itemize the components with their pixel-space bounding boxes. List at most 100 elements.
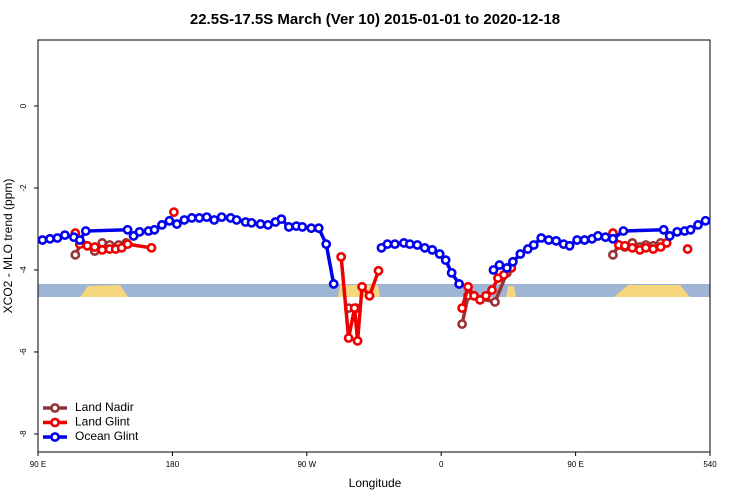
- data-point: [194, 213, 205, 223]
- data-point: [263, 219, 273, 230]
- data-point: [427, 244, 438, 255]
- x-tick-label: 90 E: [567, 460, 583, 469]
- data-point: [157, 219, 167, 230]
- data-point: [382, 239, 393, 250]
- data-point: [507, 256, 518, 267]
- data-point: [313, 223, 324, 234]
- data-point: [572, 235, 582, 245]
- data-point: [494, 260, 505, 270]
- data-point: [487, 285, 497, 295]
- data-point: [564, 240, 575, 251]
- data-point: [446, 267, 457, 278]
- legend-label: Land Glint: [75, 415, 130, 429]
- data-point: [543, 235, 554, 245]
- data-point: [364, 290, 375, 301]
- data-point: [149, 224, 160, 235]
- y-tick-label: -8: [19, 430, 28, 438]
- data-point: [658, 224, 669, 235]
- data-point: [216, 212, 227, 222]
- x-tick-label: 180: [166, 460, 180, 469]
- x-tick-label: 0: [439, 460, 444, 469]
- data-point: [693, 219, 703, 230]
- x-tick-label: 90 E: [30, 460, 46, 469]
- legend-marker: [50, 432, 60, 442]
- plot-frame: [37, 39, 711, 453]
- data-point: [608, 233, 618, 244]
- data-point: [600, 232, 611, 243]
- data-point: [357, 281, 367, 292]
- data-point: [457, 319, 468, 329]
- data-point: [59, 230, 70, 241]
- legend-label: Ocean Glint: [75, 429, 139, 443]
- data-point: [682, 244, 693, 254]
- data-point: [490, 297, 500, 307]
- data-point: [343, 333, 354, 343]
- data-point: [336, 251, 347, 262]
- data-point: [70, 249, 81, 260]
- data-point: [536, 233, 547, 243]
- data-point: [134, 226, 145, 237]
- data-point: [179, 215, 190, 225]
- x-tick-label: 540: [703, 460, 717, 469]
- data-point: [488, 265, 499, 275]
- legend-marker: [50, 403, 60, 413]
- data-point: [45, 233, 55, 244]
- data-point: [74, 235, 85, 245]
- data-point: [481, 290, 491, 301]
- y-tick-label: -6: [19, 348, 28, 356]
- data-point: [297, 222, 308, 232]
- map-strip: [38, 284, 710, 297]
- data-point: [246, 217, 257, 228]
- data-point: [328, 279, 339, 289]
- data-point: [619, 240, 630, 251]
- x-tick-label: 90 W: [297, 460, 316, 469]
- data-point: [700, 215, 711, 226]
- data-point: [404, 239, 415, 250]
- data-point: [349, 303, 360, 314]
- data-point: [618, 226, 629, 236]
- data-point: [528, 240, 539, 250]
- data-point: [209, 215, 220, 225]
- data-point: [321, 239, 332, 250]
- data-point: [37, 235, 48, 245]
- data-point: [231, 215, 242, 225]
- data-point: [52, 233, 63, 243]
- data-point: [255, 219, 266, 229]
- data-point: [122, 239, 133, 250]
- legend-marker: [50, 417, 60, 428]
- y-tick-label: -4: [19, 266, 28, 274]
- data-point: [80, 226, 91, 236]
- x-axis-label: Longitude: [349, 476, 402, 490]
- data-point: [640, 242, 651, 253]
- data-point: [186, 213, 197, 223]
- data-point: [463, 281, 473, 292]
- data-point: [664, 231, 675, 241]
- data-point: [89, 242, 100, 252]
- data-point: [551, 235, 562, 246]
- data-point: [672, 226, 683, 237]
- data-point: [283, 222, 294, 232]
- data-point: [457, 303, 468, 314]
- data-point: [454, 279, 465, 289]
- data-point: [648, 244, 659, 254]
- data-point: [502, 263, 512, 273]
- y-axis-label: XCO2 - MLO trend (ppm): [1, 179, 15, 314]
- y-tick-label: 0: [19, 103, 28, 108]
- data-point: [171, 219, 182, 229]
- data-point: [593, 231, 603, 241]
- data-point: [352, 336, 363, 346]
- data-point: [412, 240, 423, 250]
- data-point: [434, 249, 445, 259]
- data-point: [82, 240, 93, 251]
- data-point: [685, 224, 696, 235]
- data-point: [164, 215, 175, 226]
- data-point: [97, 244, 108, 255]
- data-point: [627, 242, 638, 253]
- data-point: [306, 223, 317, 234]
- y-tick-label: -2: [19, 184, 28, 192]
- data-point: [579, 235, 590, 245]
- data-point: [515, 249, 526, 259]
- data-point: [201, 212, 212, 222]
- data-point: [276, 214, 287, 225]
